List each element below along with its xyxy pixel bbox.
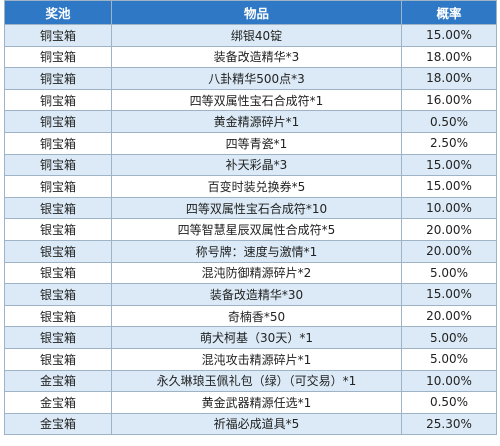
- table-row: 铜宝箱 绑银40锭 15.00%: [4, 24, 497, 47]
- cell-probability: 0.50%: [401, 391, 497, 414]
- table-row: 银宝箱 混沌攻击精源碎片*1 5.00%: [4, 347, 497, 371]
- probability-table-container: 奖池 物品 概率 铜宝箱 绑银40锭 15.00% 铜宝箱 装备改造精华*3 1…: [4, 0, 497, 436]
- cell-pool: 银宝箱: [4, 326, 112, 349]
- cell-pool: 金宝箱: [4, 391, 112, 414]
- probability-table: 奖池 物品 概率 铜宝箱 绑银40锭 15.00% 铜宝箱 装备改造精华*3 1…: [4, 0, 497, 436]
- cell-pool: 金宝箱: [4, 369, 112, 393]
- cell-pool: 铜宝箱: [4, 110, 112, 133]
- cell-pool: 银宝箱: [4, 283, 112, 306]
- cell-item: 永久琳琅玉佩礼包（绿）（可交易）*1: [111, 369, 402, 393]
- cell-probability: 18.00%: [401, 67, 497, 90]
- table-row: 银宝箱 萌犬柯基（30天）*1 5.00%: [4, 326, 497, 349]
- table-row: 金宝箱 永久琳琅玉佩礼包（绿）（可交易）*1 10.00%: [4, 369, 497, 393]
- cell-probability: 5.00%: [401, 261, 497, 285]
- cell-probability: 5.00%: [401, 326, 497, 349]
- cell-item: 八卦精华500点*3: [111, 67, 402, 90]
- table-row: 铜宝箱 黄金精源碎片*1 0.50%: [4, 110, 497, 133]
- cell-item: 补天彩晶*3: [111, 153, 402, 177]
- cell-probability: 20.00%: [401, 304, 497, 328]
- cell-probability: 15.00%: [401, 283, 497, 306]
- cell-probability: 25.30%: [401, 412, 497, 436]
- table-row: 铜宝箱 四等双属性宝石合成符*1 16.00%: [4, 88, 497, 112]
- cell-pool: 铜宝箱: [4, 24, 112, 47]
- table-row: 银宝箱 称号牌：速度与激情*1 20.00%: [4, 239, 497, 263]
- cell-probability: 20.00%: [401, 239, 497, 263]
- cell-item: 四等青瓷*1: [111, 131, 402, 155]
- table-row: 金宝箱 黄金武器精源任选*1 0.50%: [4, 391, 497, 414]
- table-row: 银宝箱 四等双属性宝石合成符*10 10.00%: [4, 196, 497, 220]
- table-row: 铜宝箱 八卦精华500点*3 18.00%: [4, 67, 497, 90]
- cell-item: 混沌防御精源碎片*2: [111, 261, 402, 285]
- cell-probability: 5.00%: [401, 347, 497, 371]
- cell-pool: 银宝箱: [4, 304, 112, 328]
- cell-pool: 银宝箱: [4, 261, 112, 285]
- cell-pool: 铜宝箱: [4, 45, 112, 69]
- table-row: 铜宝箱 补天彩晶*3 15.00%: [4, 153, 497, 177]
- cell-item: 百变时装兑换券*5: [111, 175, 402, 198]
- header-pool: 奖池: [4, 0, 112, 25]
- cell-pool: 铜宝箱: [4, 175, 112, 198]
- cell-item: 混沌攻击精源碎片*1: [111, 347, 402, 371]
- table-row: 金宝箱 祈福必成道具*5 25.30%: [4, 412, 497, 436]
- table-row: 银宝箱 混沌防御精源碎片*2 5.00%: [4, 261, 497, 285]
- cell-item: 黄金武器精源任选*1: [111, 391, 402, 414]
- cell-item: 称号牌：速度与激情*1: [111, 239, 402, 263]
- cell-item: 四等双属性宝石合成符*1: [111, 88, 402, 112]
- cell-probability: 20.00%: [401, 218, 497, 241]
- cell-pool: 金宝箱: [4, 412, 112, 436]
- cell-pool: 铜宝箱: [4, 67, 112, 90]
- cell-probability: 15.00%: [401, 175, 497, 198]
- cell-item: 四等双属性宝石合成符*10: [111, 196, 402, 220]
- cell-item: 祈福必成道具*5: [111, 412, 402, 436]
- cell-probability: 18.00%: [401, 45, 497, 69]
- cell-item: 四等智慧星辰双属性合成符*5: [111, 218, 402, 241]
- cell-item: 装备改造精华*3: [111, 45, 402, 69]
- cell-item: 奇楠香*50: [111, 304, 402, 328]
- cell-pool: 银宝箱: [4, 347, 112, 371]
- cell-probability: 16.00%: [401, 88, 497, 112]
- table-row: 铜宝箱 百变时装兑换券*5 15.00%: [4, 175, 497, 198]
- cell-probability: 15.00%: [401, 153, 497, 177]
- table-row: 银宝箱 奇楠香*50 20.00%: [4, 304, 497, 328]
- cell-item: 萌犬柯基（30天）*1: [111, 326, 402, 349]
- cell-probability: 10.00%: [401, 369, 497, 393]
- cell-pool: 银宝箱: [4, 196, 112, 220]
- table-row: 铜宝箱 四等青瓷*1 2.50%: [4, 131, 497, 155]
- cell-probability: 0.50%: [401, 110, 497, 133]
- header-probability: 概率: [401, 0, 497, 25]
- cell-item: 黄金精源碎片*1: [111, 110, 402, 133]
- table-body: 铜宝箱 绑银40锭 15.00% 铜宝箱 装备改造精华*3 18.00% 铜宝箱…: [4, 24, 497, 436]
- cell-item: 绑银40锭: [111, 24, 402, 47]
- table-row: 铜宝箱 装备改造精华*3 18.00%: [4, 45, 497, 69]
- cell-pool: 铜宝箱: [4, 153, 112, 177]
- cell-pool: 银宝箱: [4, 239, 112, 263]
- cell-pool: 铜宝箱: [4, 88, 112, 112]
- header-item: 物品: [111, 0, 402, 25]
- cell-pool: 铜宝箱: [4, 131, 112, 155]
- table-header-row: 奖池 物品 概率: [4, 0, 497, 25]
- cell-pool: 银宝箱: [4, 218, 112, 241]
- cell-probability: 10.00%: [401, 196, 497, 220]
- table-row: 银宝箱 四等智慧星辰双属性合成符*5 20.00%: [4, 218, 497, 241]
- cell-probability: 15.00%: [401, 24, 497, 47]
- table-row: 银宝箱 装备改造精华*30 15.00%: [4, 283, 497, 306]
- cell-item: 装备改造精华*30: [111, 283, 402, 306]
- cell-probability: 2.50%: [401, 131, 497, 155]
